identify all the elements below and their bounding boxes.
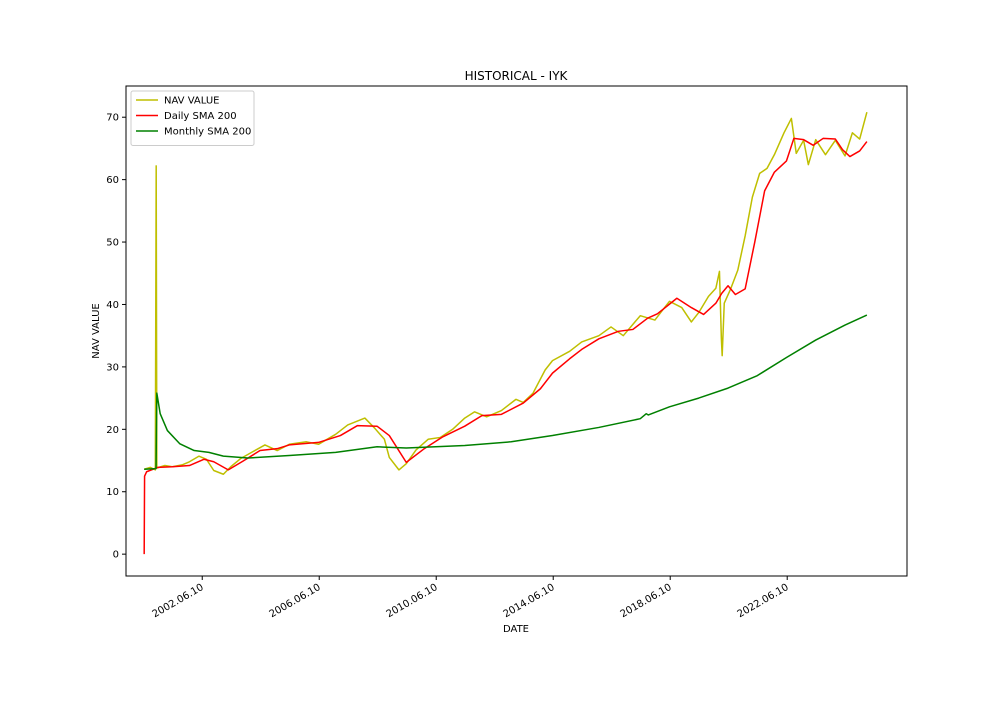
plot-area [125,85,908,577]
series-line-1 [143,112,868,475]
y-tick-label: 50 [106,238,119,249]
y-tick-label: 10 [106,487,119,498]
series-line-2 [143,137,868,555]
plot-frame [125,85,908,577]
y-tick-label: 20 [106,425,119,436]
y-tick-label: 30 [106,362,119,373]
chart-title: HISTORICAL - IYK [465,69,569,83]
x-axis-label: DATE [503,624,529,635]
y-axis: 0 10 20 30 40 50 60 70 [106,113,126,561]
series-line-3 [144,314,868,471]
y-tick-label: 70 [106,113,119,124]
y-tick-label: 60 [106,175,119,186]
y-axis-label: NAV VALUE [91,303,102,358]
y-tick-label: 0 [113,550,119,561]
y-tick-label: 40 [106,300,119,311]
legend: NAV VALUE Daily SMA 200 Monthly SMA 200 [130,90,255,146]
series-layer [143,112,868,555]
legend-label: Monthly SMA 200 [164,127,251,138]
legend-label: Daily SMA 200 [164,111,237,122]
legend-label: NAV VALUE [164,96,219,107]
legend-box [130,90,255,146]
